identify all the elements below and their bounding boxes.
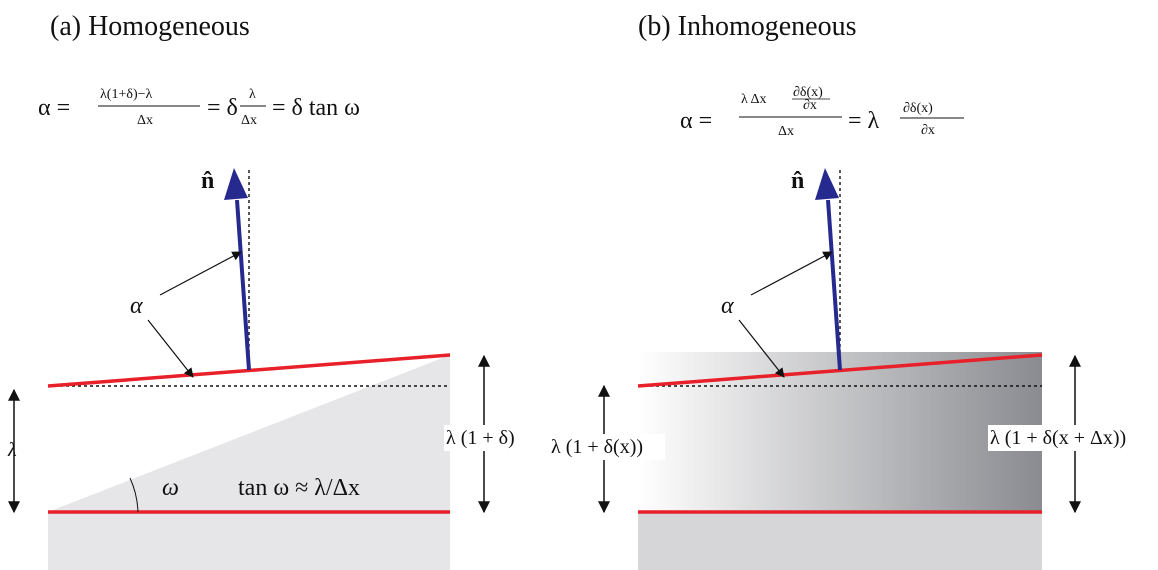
eq-a-alpha: α = <box>38 95 70 121</box>
panel-b-alpha-arrow-upper <box>750 251 833 296</box>
panel-b-left-label: λ (1 + δ(x)) <box>551 436 643 458</box>
panel-a-right-label: λ (1 + δ) <box>446 427 515 449</box>
eq-b-mid: = λ <box>848 108 880 134</box>
eq-b-frac1-inner-den: ∂x <box>803 98 817 113</box>
panel-a-tan-label: tan ω ≈ λ/Δx <box>238 475 360 501</box>
panel-b-top-red-line <box>637 353 1043 388</box>
panel-a-lambda-label: λ <box>7 439 17 461</box>
panel-a-normal-arrow <box>224 168 251 371</box>
eq-a-frac1-num: λ(1+δ)−λ <box>100 87 153 102</box>
panel-a: (a) Homogeneous α = λ(1+δ)−λ Δx = δ λ Δx… <box>7 11 524 570</box>
panel-a-normal-label: n̂ <box>201 168 214 194</box>
panel-a-omega-label: ω <box>162 475 179 501</box>
panel-b: (b) Inhomogeneous α = λ Δx ∂δ(x) ∂x Δx =… <box>549 11 1154 570</box>
panel-a-omega-arc <box>129 477 139 513</box>
eq-a-frac1-den: Δx <box>137 113 153 128</box>
panel-b-gradient-slab <box>638 352 1042 512</box>
panel-b-normal-label: n̂ <box>791 168 804 194</box>
panel-a-top-red-line <box>47 353 451 388</box>
panel-a-grey-wedge <box>48 355 450 570</box>
eq-b-frac1-num: λ Δx <box>741 92 767 107</box>
eq-a-mid: = δ <box>207 95 238 121</box>
panel-b-right-label: λ (1 + δ(x + Δx)) <box>990 427 1126 449</box>
panel-a-alpha-arrow-lower <box>147 319 194 378</box>
panel-b-equation: α = λ Δx ∂δ(x) ∂x Δx = λ ∂δ(x) ∂x <box>680 85 964 139</box>
eq-b-frac1-inner-num: ∂δ(x) <box>793 85 823 100</box>
eq-b-alpha: α = <box>680 108 712 134</box>
eq-a-tail: = δ tan ω <box>272 95 360 121</box>
panel-a-alpha-arrow-upper <box>159 251 242 296</box>
eq-b-frac1-den: Δx <box>778 124 794 139</box>
eq-a-frac2-den: Δx <box>241 113 257 128</box>
panel-b-alpha-label: α <box>721 293 734 319</box>
eq-a-frac2-num: λ <box>249 87 256 102</box>
panel-b-title: (b) Inhomogeneous <box>638 11 857 42</box>
panel-a-alpha-label: α <box>130 293 143 319</box>
eq-b-frac2-den: ∂x <box>921 123 935 138</box>
panel-b-alpha-arrow-lower <box>738 319 785 378</box>
panel-a-title: (a) Homogeneous <box>50 11 250 42</box>
panel-b-normal-arrow <box>815 168 842 371</box>
panel-b-bottom-grey <box>638 512 1042 570</box>
panel-a-equation: α = λ(1+δ)−λ Δx = δ λ Δx = δ tan ω <box>38 87 360 128</box>
eq-b-frac2-num: ∂δ(x) <box>903 101 933 116</box>
